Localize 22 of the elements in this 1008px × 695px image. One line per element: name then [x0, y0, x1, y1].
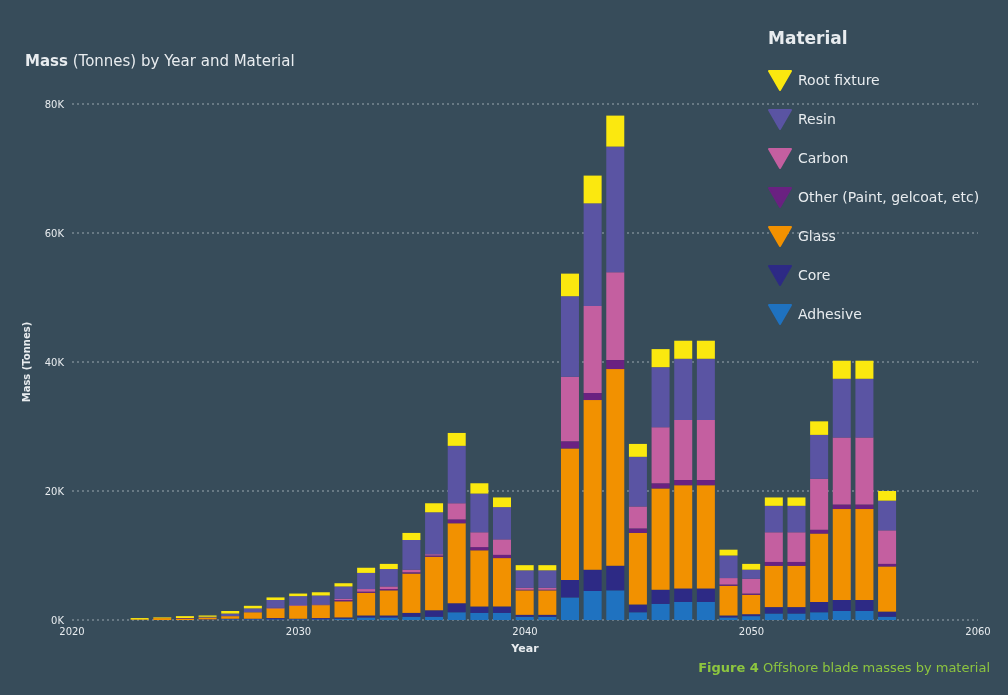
legend-label: Adhesive: [798, 305, 862, 322]
caption: Figure 4 Offshore blade masses by material: [698, 660, 990, 675]
y-tick-label: 60K: [44, 227, 65, 239]
x-tick-label: 2030: [285, 626, 312, 638]
legend-label: Other (Paint, gelcoat, etc): [798, 188, 980, 205]
legend-title: Material: [768, 28, 849, 48]
y-tick-label: 0K: [51, 614, 65, 626]
x-tick-label: 2040: [512, 626, 538, 638]
x-axis-title: Year: [510, 642, 540, 655]
y-axis-title: Mass (Tonnes): [20, 321, 32, 403]
y-tick-label: 40K: [44, 356, 65, 368]
y-tick-label: 80K: [44, 98, 65, 110]
x-tick-label: 2060: [965, 626, 991, 638]
legend-label: Core: [798, 266, 831, 283]
legend-label: Root fixture: [798, 71, 880, 88]
y-tick-label: 20K: [44, 485, 65, 497]
legend-label: Glass: [798, 227, 836, 244]
legend-label: Carbon: [798, 149, 849, 166]
x-tick-label: 2020: [59, 626, 85, 638]
x-tick-label: 2050: [738, 626, 765, 638]
chart-title: Mass (Tonnes) by Year and Material: [25, 52, 295, 70]
legend-label: Resin: [798, 110, 836, 127]
